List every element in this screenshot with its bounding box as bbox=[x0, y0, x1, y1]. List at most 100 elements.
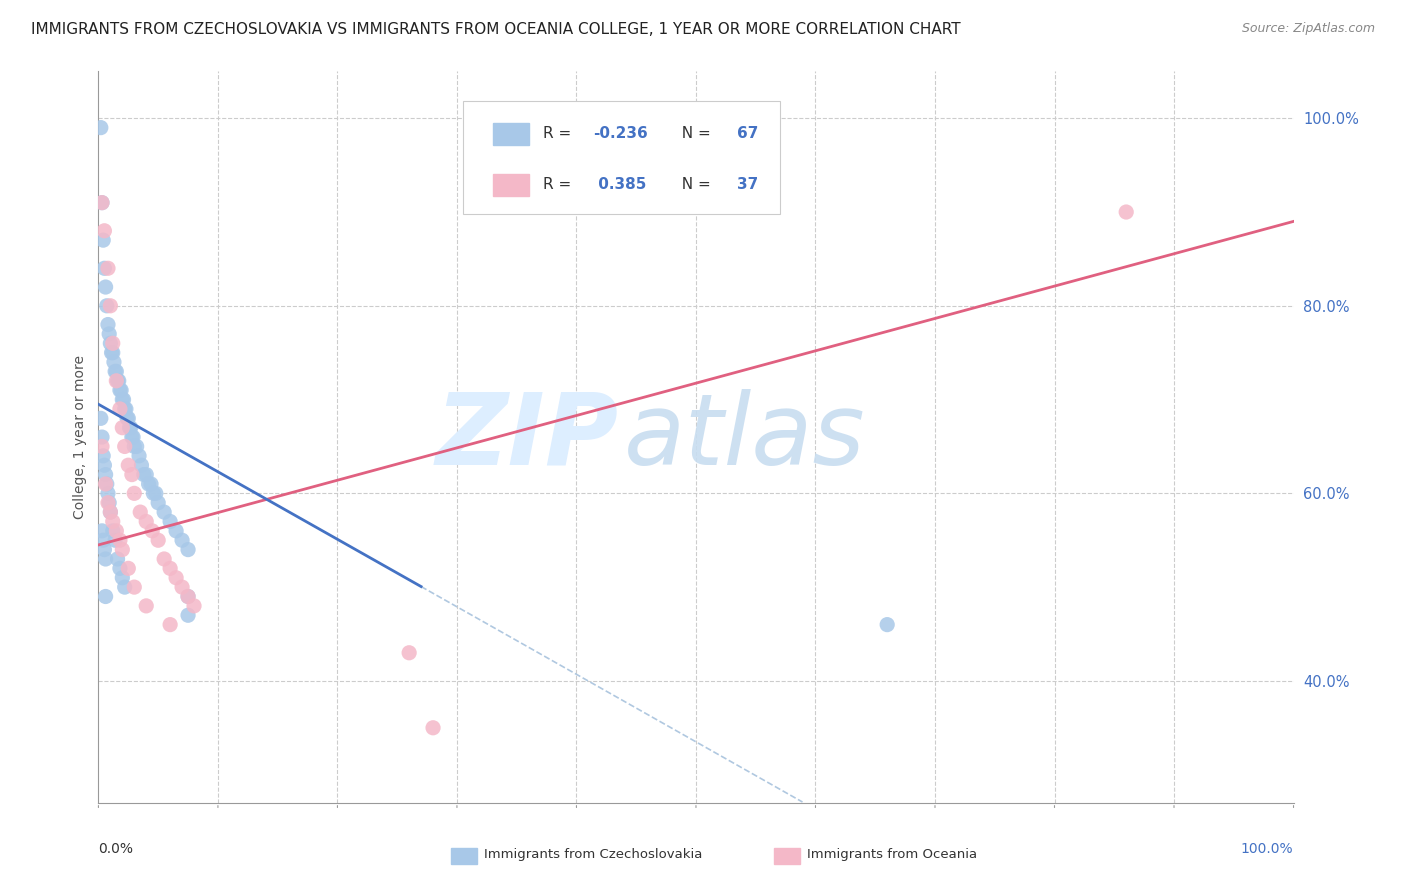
Point bbox=[114, 440, 136, 454]
Point bbox=[98, 505, 122, 519]
Text: R =: R = bbox=[543, 178, 576, 193]
Point bbox=[138, 477, 160, 491]
Point bbox=[131, 458, 153, 473]
Point bbox=[1115, 205, 1137, 219]
Point bbox=[91, 195, 114, 210]
Point bbox=[105, 374, 128, 388]
Point bbox=[98, 336, 122, 351]
Point bbox=[177, 542, 200, 557]
Point bbox=[129, 505, 152, 519]
FancyBboxPatch shape bbox=[494, 174, 529, 195]
Point bbox=[876, 617, 898, 632]
Point bbox=[159, 515, 181, 529]
Point bbox=[172, 580, 194, 594]
Point bbox=[122, 430, 145, 444]
Text: atlas: atlas bbox=[624, 389, 866, 485]
Point bbox=[90, 120, 112, 135]
FancyBboxPatch shape bbox=[463, 101, 780, 214]
Point bbox=[93, 458, 115, 473]
Point bbox=[135, 467, 157, 482]
Point bbox=[107, 552, 129, 566]
Text: Immigrants from Czechoslovakia: Immigrants from Czechoslovakia bbox=[485, 848, 703, 862]
FancyBboxPatch shape bbox=[494, 122, 529, 145]
Point bbox=[398, 646, 420, 660]
Point bbox=[135, 599, 157, 613]
Point bbox=[97, 496, 120, 510]
Point bbox=[153, 552, 176, 566]
Point bbox=[101, 345, 124, 359]
Point bbox=[91, 430, 114, 444]
Point bbox=[177, 590, 200, 604]
Text: Source: ZipAtlas.com: Source: ZipAtlas.com bbox=[1241, 22, 1375, 36]
Point bbox=[101, 524, 124, 538]
FancyBboxPatch shape bbox=[773, 848, 800, 864]
Text: 37: 37 bbox=[737, 178, 758, 193]
Point bbox=[91, 440, 114, 454]
Point bbox=[93, 261, 115, 276]
Point bbox=[121, 430, 143, 444]
Point bbox=[94, 467, 117, 482]
Point bbox=[91, 449, 114, 463]
Point bbox=[101, 515, 124, 529]
Point bbox=[124, 440, 146, 454]
Point bbox=[98, 496, 121, 510]
Point bbox=[105, 524, 128, 538]
Point bbox=[96, 299, 118, 313]
Point bbox=[97, 261, 120, 276]
Point bbox=[91, 233, 114, 247]
Point bbox=[121, 467, 143, 482]
Point bbox=[142, 486, 165, 500]
Point bbox=[94, 552, 117, 566]
Text: IMMIGRANTS FROM CZECHOSLOVAKIA VS IMMIGRANTS FROM OCEANIA COLLEGE, 1 YEAR OR MOR: IMMIGRANTS FROM CZECHOSLOVAKIA VS IMMIGR… bbox=[31, 22, 960, 37]
Text: 0.385: 0.385 bbox=[593, 178, 647, 193]
Point bbox=[111, 571, 134, 585]
Point bbox=[91, 195, 114, 210]
Point bbox=[110, 383, 132, 397]
Point bbox=[93, 224, 115, 238]
Point bbox=[148, 496, 170, 510]
Point bbox=[107, 374, 129, 388]
Point bbox=[94, 280, 117, 294]
Point bbox=[132, 467, 155, 482]
Point bbox=[96, 477, 118, 491]
Point bbox=[101, 336, 124, 351]
Point bbox=[117, 411, 139, 425]
Point bbox=[128, 449, 150, 463]
Point bbox=[107, 374, 129, 388]
Point bbox=[103, 355, 125, 369]
Text: ZIP: ZIP bbox=[436, 389, 619, 485]
Point bbox=[108, 401, 131, 416]
Point bbox=[105, 364, 128, 378]
Text: 0.0%: 0.0% bbox=[98, 842, 134, 855]
Text: Immigrants from Oceania: Immigrants from Oceania bbox=[807, 848, 977, 862]
Point bbox=[108, 533, 131, 548]
Point bbox=[115, 401, 138, 416]
Point bbox=[97, 318, 120, 332]
Point bbox=[165, 571, 187, 585]
Point bbox=[115, 411, 138, 425]
Point bbox=[91, 524, 114, 538]
Point bbox=[91, 533, 114, 548]
Point bbox=[183, 599, 205, 613]
Text: N =: N = bbox=[672, 126, 716, 141]
Point bbox=[111, 542, 134, 557]
Point bbox=[94, 477, 117, 491]
Point bbox=[98, 326, 121, 341]
Text: R =: R = bbox=[543, 126, 576, 141]
Point bbox=[177, 590, 200, 604]
Point bbox=[117, 561, 139, 575]
Point bbox=[177, 608, 200, 623]
Text: -0.236: -0.236 bbox=[593, 126, 648, 141]
Text: 67: 67 bbox=[737, 126, 758, 141]
Point bbox=[422, 721, 444, 735]
Text: N =: N = bbox=[672, 178, 716, 193]
Point bbox=[141, 524, 163, 538]
Point bbox=[112, 392, 135, 407]
Text: 100.0%: 100.0% bbox=[1241, 842, 1294, 855]
Point bbox=[124, 486, 146, 500]
Point bbox=[139, 477, 162, 491]
Y-axis label: College, 1 year or more: College, 1 year or more bbox=[73, 355, 87, 519]
Point bbox=[124, 580, 146, 594]
Point bbox=[114, 580, 136, 594]
Point bbox=[172, 533, 194, 548]
